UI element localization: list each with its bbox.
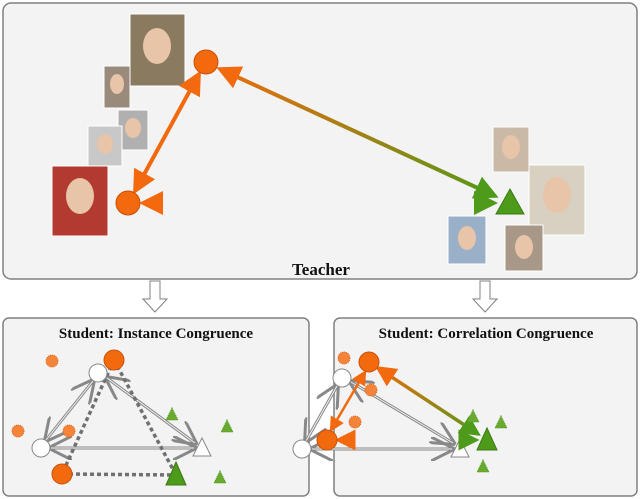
student-edge bbox=[375, 366, 481, 436]
hollow-circle bbox=[31, 438, 51, 458]
student-instance-panel: Student: Instance Congruence bbox=[2, 317, 310, 497]
hollow-circle bbox=[88, 363, 108, 383]
student-circle bbox=[316, 429, 338, 451]
panel-title: Student: Instance Congruence bbox=[59, 326, 254, 342]
teacher-panel: Teacher bbox=[2, 2, 638, 280]
hollow-circle bbox=[332, 368, 352, 388]
teacher-edge bbox=[216, 66, 499, 199]
neighbor-circle bbox=[348, 415, 362, 429]
neighbor-circle bbox=[62, 424, 76, 438]
neighbor-triangle bbox=[165, 406, 179, 421]
teacher-edge bbox=[133, 70, 201, 195]
hollow-circle bbox=[292, 439, 312, 459]
down-arrow-icon bbox=[471, 280, 499, 313]
student-circle bbox=[51, 463, 73, 485]
student-circle bbox=[358, 351, 380, 373]
hollow-triangle bbox=[192, 436, 212, 457]
neighbor-circle bbox=[11, 424, 25, 438]
teacher-instance-circle bbox=[193, 49, 219, 75]
student-triangle bbox=[476, 426, 498, 451]
teacher-instance-circle bbox=[115, 190, 141, 216]
neighbor-triangle bbox=[494, 414, 508, 429]
student-correlation-panel: Student: Correlation Congruence bbox=[292, 317, 638, 497]
student-circle bbox=[103, 349, 125, 371]
neighbor-circle bbox=[337, 351, 351, 365]
student-triangle bbox=[165, 460, 187, 486]
teacher-label: Teacher bbox=[292, 260, 350, 279]
neighbor-triangle bbox=[466, 408, 480, 423]
panel-title: Student: Correlation Congruence bbox=[379, 326, 594, 342]
teacher-instance-triangle bbox=[495, 187, 525, 215]
dashed-edges bbox=[60, 359, 178, 477]
neighbor-triangle bbox=[213, 469, 227, 484]
neighbor-triangle bbox=[476, 458, 490, 473]
neighbor-triangle bbox=[220, 418, 234, 433]
neighbor-circle bbox=[45, 354, 59, 368]
down-arrow-icon bbox=[141, 280, 169, 313]
student-edge bbox=[329, 369, 367, 433]
neighbor-circle bbox=[364, 383, 378, 397]
